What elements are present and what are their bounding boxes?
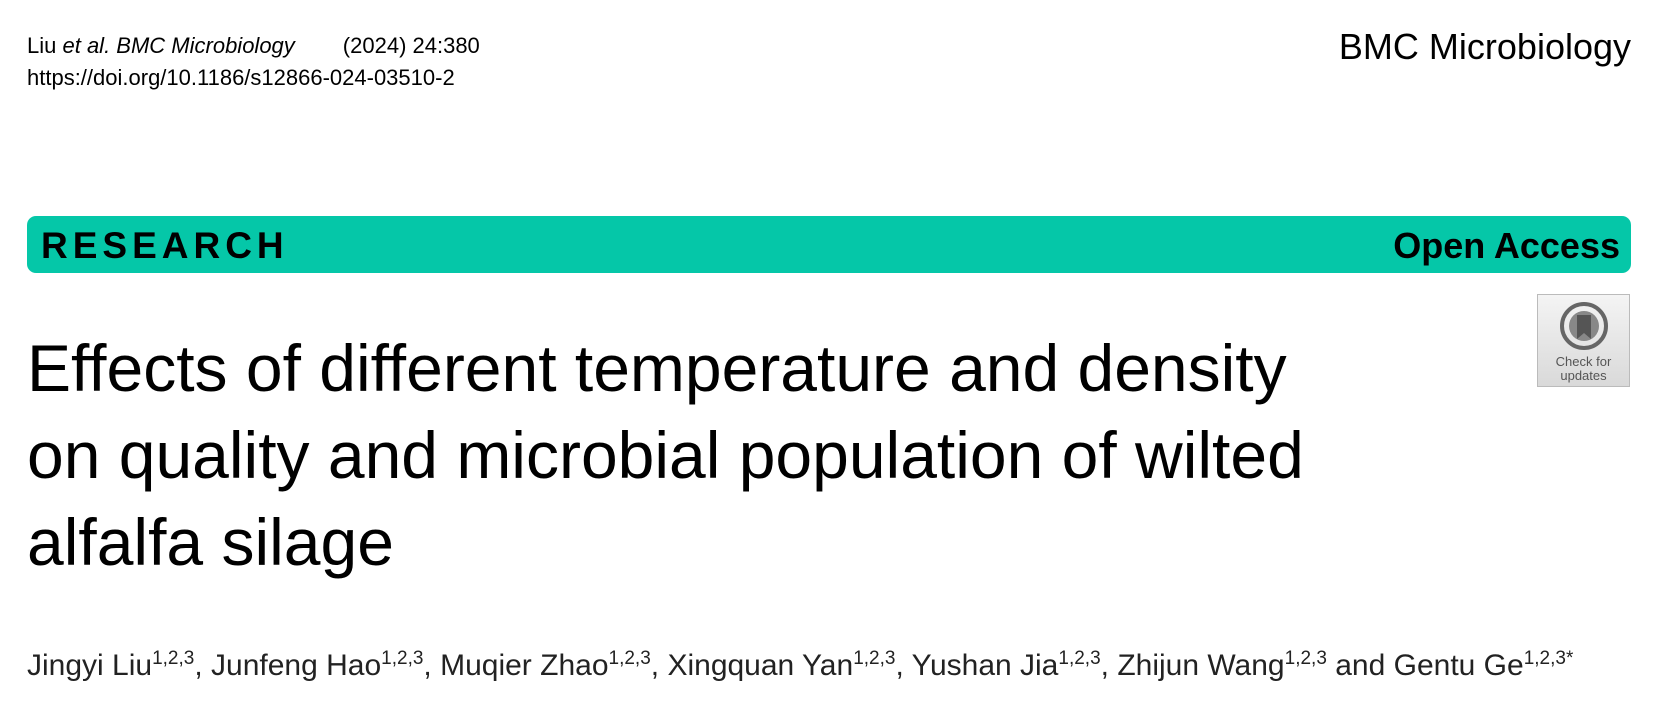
citation: Liu et al. BMC Microbiology (2024) 24:380… [27,30,480,94]
journal-short: et al. BMC Microbiology [62,33,295,58]
doi[interactable]: https://doi.org/10.1186/s12866-024-03510… [27,65,455,90]
open-access: Open Access [1393,225,1620,266]
badge-text: updates [1560,368,1607,383]
year-volume: (2024) 24:380 [342,33,480,58]
journal-name: BMC Microbiology [1338,26,1631,67]
article-title: Effects of different temperature and den… [27,325,1304,586]
author-name: Jingyi Liu [27,649,153,682]
title-line: alfalfa silage [27,505,394,579]
author-name: Xingquan Yan [667,649,854,682]
author-name: Junfeng Hao [211,649,382,682]
author-separator: , [423,649,441,682]
author-list: Jingyi Liu1,2,3, Junfeng Hao1,2,3, Muqie… [27,648,1573,683]
badge-text: Check for [1555,354,1612,369]
author-affiliation: 1,2,3 [152,648,195,669]
article-type: RESEARCH [41,225,289,266]
check-updates-badge[interactable]: Check for updates [1537,294,1630,387]
banner: RESEARCH Open Access [27,216,1631,273]
author-separator: , [895,649,912,682]
author-name: Yushan Jia [911,649,1059,682]
author-separator: , [1100,649,1118,682]
author-separator: and [1326,649,1394,682]
author-name: Muqier Zhao [440,649,609,682]
author-affiliation: 1,2,3* [1523,648,1574,669]
badge-icon [1559,302,1608,350]
author-affiliation: 1,2,3 [608,648,651,669]
author-affiliation: 1,2,3 [1284,648,1327,669]
author-separator: , [650,649,668,682]
author-affiliation: 1,2,3 [381,648,424,669]
author-affiliation: 1,2,3 [1058,648,1101,669]
author-name: Gentu Ge [1393,649,1524,682]
author-short: Liu [27,33,57,58]
author-name: Zhijun Wang [1117,649,1285,682]
author-separator: , [194,649,212,682]
title-line: Effects of different temperature and den… [27,331,1287,405]
title-line: on quality and microbial population of w… [27,418,1304,492]
author-affiliation: 1,2,3 [853,648,896,669]
